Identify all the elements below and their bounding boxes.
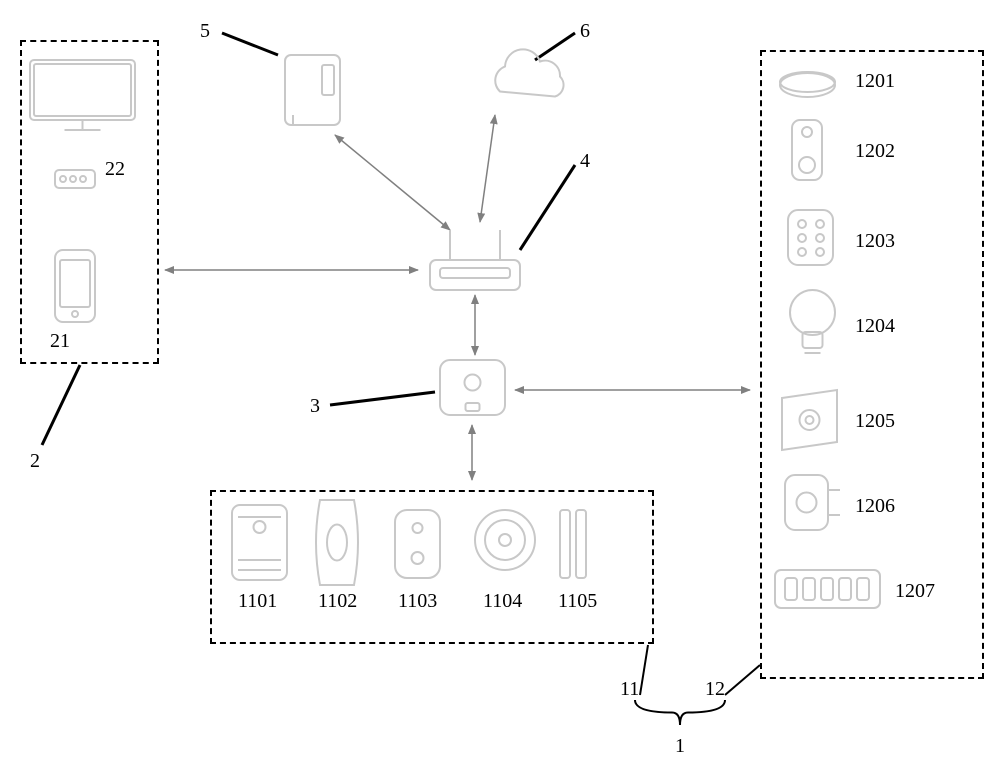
doorbell-icon [792, 120, 822, 180]
connector-6 [535, 33, 575, 60]
svg-layer [0, 0, 1000, 784]
sensor-c-icon [395, 510, 440, 578]
label-phone: 21 [50, 330, 70, 353]
sensor-a-icon [232, 505, 287, 580]
cloud-icon [495, 49, 563, 96]
phone-icon [55, 250, 95, 322]
label-dev1203: 1203 [855, 230, 895, 253]
router-icon [430, 230, 520, 290]
arrow-cloud-router [480, 115, 495, 222]
label-1: 1 [675, 735, 685, 758]
server-icon [285, 55, 340, 125]
label-sensor1103: 1103 [398, 590, 437, 613]
arrow-server-router [335, 135, 450, 230]
label-sensor1105: 1105 [558, 590, 597, 613]
label-router: 4 [580, 150, 590, 173]
label-sensor1102: 1102 [318, 590, 357, 613]
hub-icon [440, 360, 505, 415]
label-12: 12 [705, 678, 725, 701]
label-dev1207: 1207 [895, 580, 935, 603]
monitor-icon [30, 60, 135, 130]
connector-5 [222, 33, 278, 55]
connector-4 [520, 165, 575, 250]
connector-3 [330, 392, 435, 405]
label-dev1204: 1204 [855, 315, 895, 338]
connector-2 [42, 365, 80, 445]
strip-icon [775, 570, 880, 608]
switch-icon [782, 390, 837, 450]
bulb-icon [790, 290, 835, 353]
plug-icon [785, 475, 840, 530]
disc-icon [780, 72, 835, 97]
tvremote-icon [55, 170, 95, 188]
label-box2: 2 [30, 450, 40, 473]
sensor-d-icon [475, 510, 535, 570]
label-11: 11 [620, 678, 639, 701]
sensor-e-icon [560, 510, 586, 578]
label-server: 5 [200, 20, 210, 43]
sensor-b-icon [316, 500, 358, 585]
label-sensor1101: 1101 [238, 590, 277, 613]
label-sensor1104: 1104 [483, 590, 522, 613]
label-dev1205: 1205 [855, 410, 895, 433]
remote-icon [788, 210, 833, 265]
label-dev1202: 1202 [855, 140, 895, 163]
label-dev1201: 1201 [855, 70, 895, 93]
label-tvremote: 22 [105, 158, 125, 181]
label-dev1206: 1206 [855, 495, 895, 518]
label-cloud: 6 [580, 20, 590, 43]
diagram-canvas: 5643222121101110211031104110512011202120… [0, 0, 1000, 784]
label-hub: 3 [310, 395, 320, 418]
